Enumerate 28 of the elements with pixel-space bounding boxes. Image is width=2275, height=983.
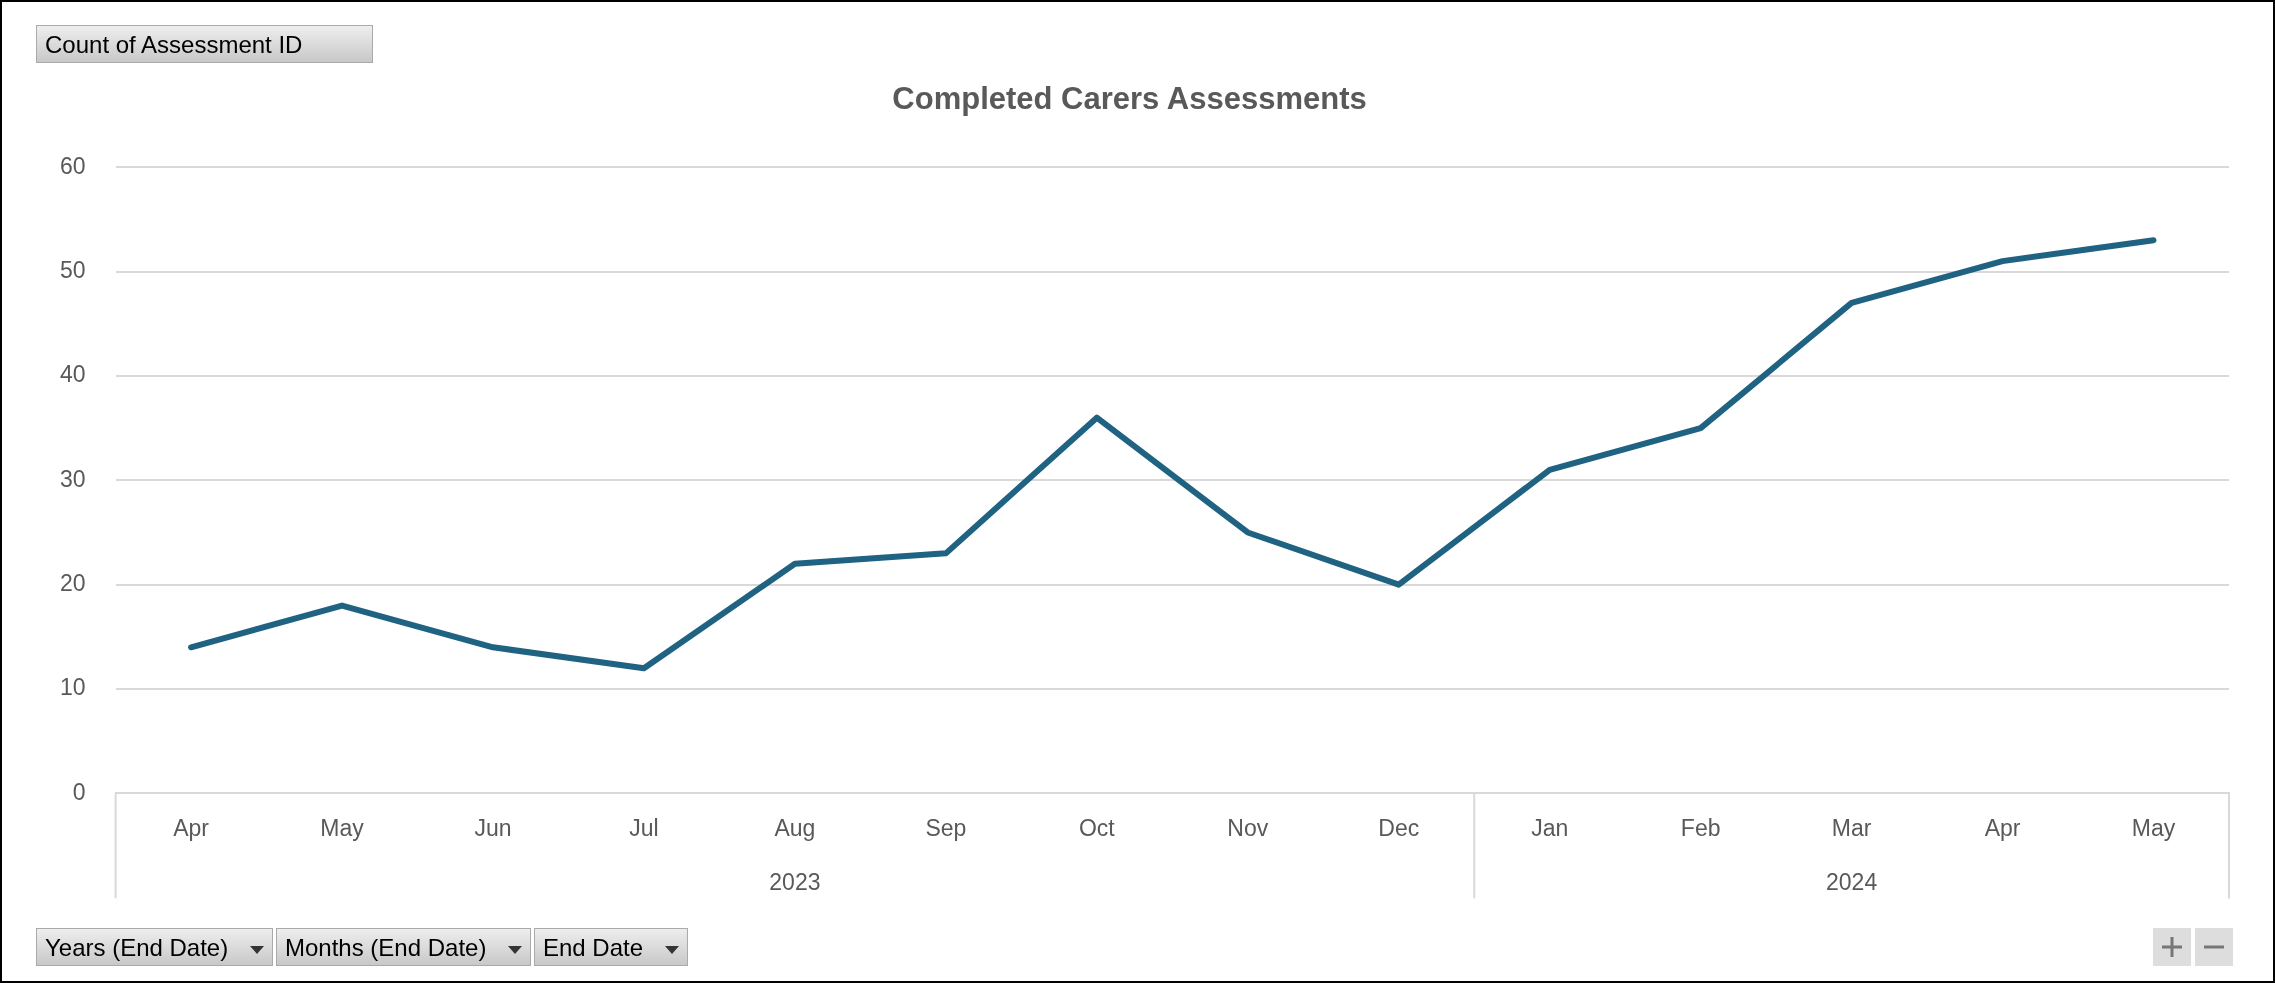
y-tick-label: 10 bbox=[59, 674, 86, 701]
y-tick-label: 0 bbox=[72, 778, 86, 805]
x-tick-label: May bbox=[320, 814, 365, 841]
text: Months (End Date) bbox=[285, 934, 487, 961]
x-tick-label: Oct bbox=[1078, 814, 1116, 841]
text: Years (End Date) bbox=[45, 934, 229, 961]
y-tick-label: 30 bbox=[59, 465, 86, 492]
text: 2024 bbox=[1826, 868, 1878, 895]
y-tick-label: 20 bbox=[59, 570, 86, 597]
x-tick-label: Aug bbox=[774, 814, 816, 841]
text: End Date bbox=[543, 934, 644, 961]
chart-title: Completed Carers Assessments bbox=[892, 81, 1367, 117]
y-tick-label: 40 bbox=[59, 361, 86, 388]
x-tick-label: Jan bbox=[1531, 814, 1569, 841]
x-tick-label: Feb bbox=[1680, 814, 1721, 841]
text: Count of Assessment ID bbox=[36, 25, 373, 63]
x-tick-label: Sep bbox=[925, 814, 967, 841]
x-tick-label: Nov bbox=[1227, 814, 1269, 841]
x-tick-label: May bbox=[2131, 814, 2176, 841]
x-tick-label: Apr bbox=[1984, 814, 2021, 841]
text: 2023 bbox=[769, 868, 821, 895]
y-tick-label: 50 bbox=[59, 256, 86, 283]
x-tick-label: Dec bbox=[1378, 814, 1420, 841]
y-tick-label: 60 bbox=[59, 152, 86, 179]
x-tick-label: Jul bbox=[629, 814, 659, 841]
x-tick-label: Mar bbox=[1831, 814, 1872, 841]
x-tick-label: Jun bbox=[474, 814, 512, 841]
x-tick-label: Apr bbox=[173, 814, 210, 841]
